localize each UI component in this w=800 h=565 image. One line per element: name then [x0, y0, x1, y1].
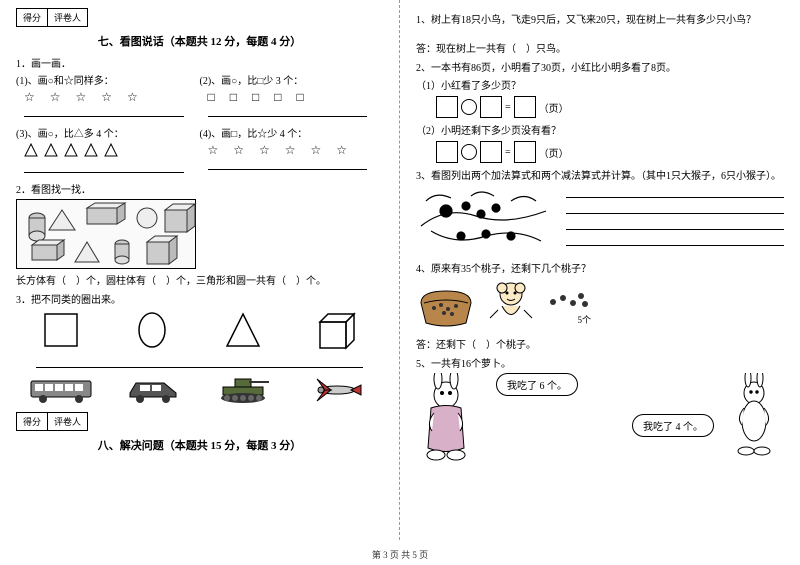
unit: （页） — [539, 145, 569, 160]
s8-q3: 3、看图列出两个加法算式和两个减法算式并计算。（其中1只大猴子，6只小猴子）。 — [416, 167, 784, 256]
equation-row-2: = （页） — [436, 141, 784, 163]
peach-scatter: 5个 — [547, 286, 591, 326]
eq-op — [461, 144, 477, 160]
plane-icon — [302, 374, 372, 406]
peach-count: 5个 — [547, 313, 591, 326]
eq-box — [436, 96, 458, 118]
s8-q1-stem: 1、树上有18只小鸟，飞走9只后，又飞来20只，现在树上一共有多少只小鸟？ — [416, 11, 784, 26]
answer-line — [208, 160, 368, 170]
eq-box — [436, 141, 458, 163]
answer-line — [36, 358, 363, 368]
right-column: 1、树上有18只小鸟，飞走9只后，又飞来20只，现在树上一共有多少只小鸟？ 答：… — [400, 0, 800, 540]
equals: = — [505, 102, 511, 113]
equals: = — [505, 147, 511, 158]
equation-row-1: = （页） — [436, 96, 784, 118]
q1: 1．画一画． (1)、画○和☆同样多： ☆ ☆ ☆ ☆ ☆ (2)、画○，比□少… — [16, 55, 383, 175]
speech-bubble-1: 我吃了 6 个。 — [496, 373, 578, 396]
eq-box — [514, 96, 536, 118]
score-label: 得分 — [17, 413, 48, 430]
s8-q2-p2: （2）小明还剩下多少页没有看？ — [416, 122, 784, 137]
eq-box — [480, 96, 502, 118]
section7-title: 七、看图说话（本题共 12 分，每题 4 分） — [16, 33, 383, 49]
q1-p3-label: (3)、画○，比△多 4 个： — [16, 125, 192, 140]
q1-p3-shapes — [24, 143, 192, 161]
eq-box — [480, 141, 502, 163]
speech-bubble-2: 我吃了 4 个。 — [632, 414, 714, 437]
s8-q2-p1: （1）小红看了多少页？ — [416, 77, 784, 92]
s8-q3-stem: 3、看图列出两个加法算式和两个减法算式并计算。（其中1只大猴子，6只小猴子）。 — [416, 167, 784, 182]
q1-p4: (4)、画□，比☆少 4 个： ☆ ☆ ☆ ☆ ☆ ☆ — [200, 125, 384, 175]
s8-q4-ans: 答：还剩下（ ）个桃子。 — [416, 336, 784, 351]
section8-title: 八、解决问题（本题共 15 分，每题 3 分） — [16, 437, 383, 453]
monkey-image — [416, 186, 556, 256]
q1-p1: (1)、画○和☆同样多： ☆ ☆ ☆ ☆ ☆ — [16, 72, 200, 119]
q1-p3: (3)、画○，比△多 4 个： — [16, 125, 200, 175]
q2-stem: 2．看图找一找． — [16, 181, 383, 196]
q1-p1-label: (1)、画○和☆同样多： — [16, 72, 192, 87]
square-icon — [41, 310, 81, 354]
s8-q2: 2、一本书有86页，小明看了30页，小红比小明多看了8页。 （1）小红看了多少页… — [416, 59, 784, 163]
answer-line — [24, 107, 184, 117]
eq-op — [461, 99, 477, 115]
s8-q1: 1、树上有18只小鸟，飞走9只后，又飞来20只，现在树上一共有多少只小鸟？ 答：… — [416, 11, 784, 55]
rabbit-2-image — [724, 373, 784, 466]
left-column: 得分 评卷人 七、看图说话（本题共 12 分，每题 4 分） 1．画一画． (1… — [0, 0, 400, 540]
page-footer: 第 3 页 共 5 页 — [0, 548, 800, 561]
s8-q5: 5、一共有16个萝卜。 我吃了 6 个。 我吃了 4 个。 — [416, 355, 784, 466]
car-icon — [119, 374, 189, 406]
vehicle-row — [16, 374, 383, 406]
q2: 2．看图找一找． 长方体有（ ）个，圆柱体有（ — [16, 181, 383, 287]
q1-stem: 1．画一画． — [16, 55, 383, 70]
peach-image: 5个 — [416, 278, 784, 333]
q1-p2-shapes: □ □ □ □ □ — [208, 90, 376, 105]
score-box: 得分 评卷人 — [16, 8, 88, 27]
tank-icon — [210, 374, 280, 406]
reviewer-label: 评卷人 — [48, 413, 87, 430]
score-box-2: 得分 评卷人 — [16, 412, 88, 431]
geo-row — [16, 310, 383, 354]
q3: 3．把不同类的圈出来。 — [16, 291, 383, 406]
q1-p4-shapes: ☆ ☆ ☆ ☆ ☆ ☆ — [208, 143, 376, 158]
answer-lines — [556, 186, 784, 256]
unit: （页） — [539, 100, 569, 115]
eq-box — [514, 141, 536, 163]
shapes-image — [16, 199, 196, 269]
q1-p4-label: (4)、画□，比☆少 4 个： — [200, 125, 376, 140]
answer-line — [208, 107, 368, 117]
q2-ans: 长方体有（ ）个，圆柱体有（ ）个，三角形和圆一共有（ ）个。 — [16, 272, 383, 287]
answer-line — [24, 163, 184, 173]
s8-q5-stem: 5、一共有16个萝卜。 — [416, 355, 784, 370]
s8-q2-stem: 2、一本书有86页，小明看了30页，小红比小明多看了8页。 — [416, 59, 784, 74]
s8-q4-stem: 4、原来有35个桃子，还剩下几个桃子？ — [416, 260, 784, 275]
s8-q1-ans: 答：现在树上一共有（ ）只鸟。 — [416, 40, 784, 55]
reviewer-label: 评卷人 — [48, 9, 87, 26]
triangle-icon — [223, 310, 263, 354]
bus-icon — [27, 374, 97, 406]
oval-icon — [132, 310, 172, 354]
s8-q4: 4、原来有35个桃子，还剩下几个桃子？ 5个 答：还剩下（ ）个桃子。 — [416, 260, 784, 351]
q1-p1-shapes: ☆ ☆ ☆ ☆ ☆ — [24, 90, 192, 105]
rabbit-1-image — [416, 373, 486, 466]
cube-icon — [314, 310, 358, 354]
score-label: 得分 — [17, 9, 48, 26]
q1-p2: (2)、画○，比□少 3 个： □ □ □ □ □ — [200, 72, 384, 119]
q3-stem: 3．把不同类的圈出来。 — [16, 291, 383, 306]
q1-p2-label: (2)、画○，比□少 3 个： — [200, 72, 376, 87]
